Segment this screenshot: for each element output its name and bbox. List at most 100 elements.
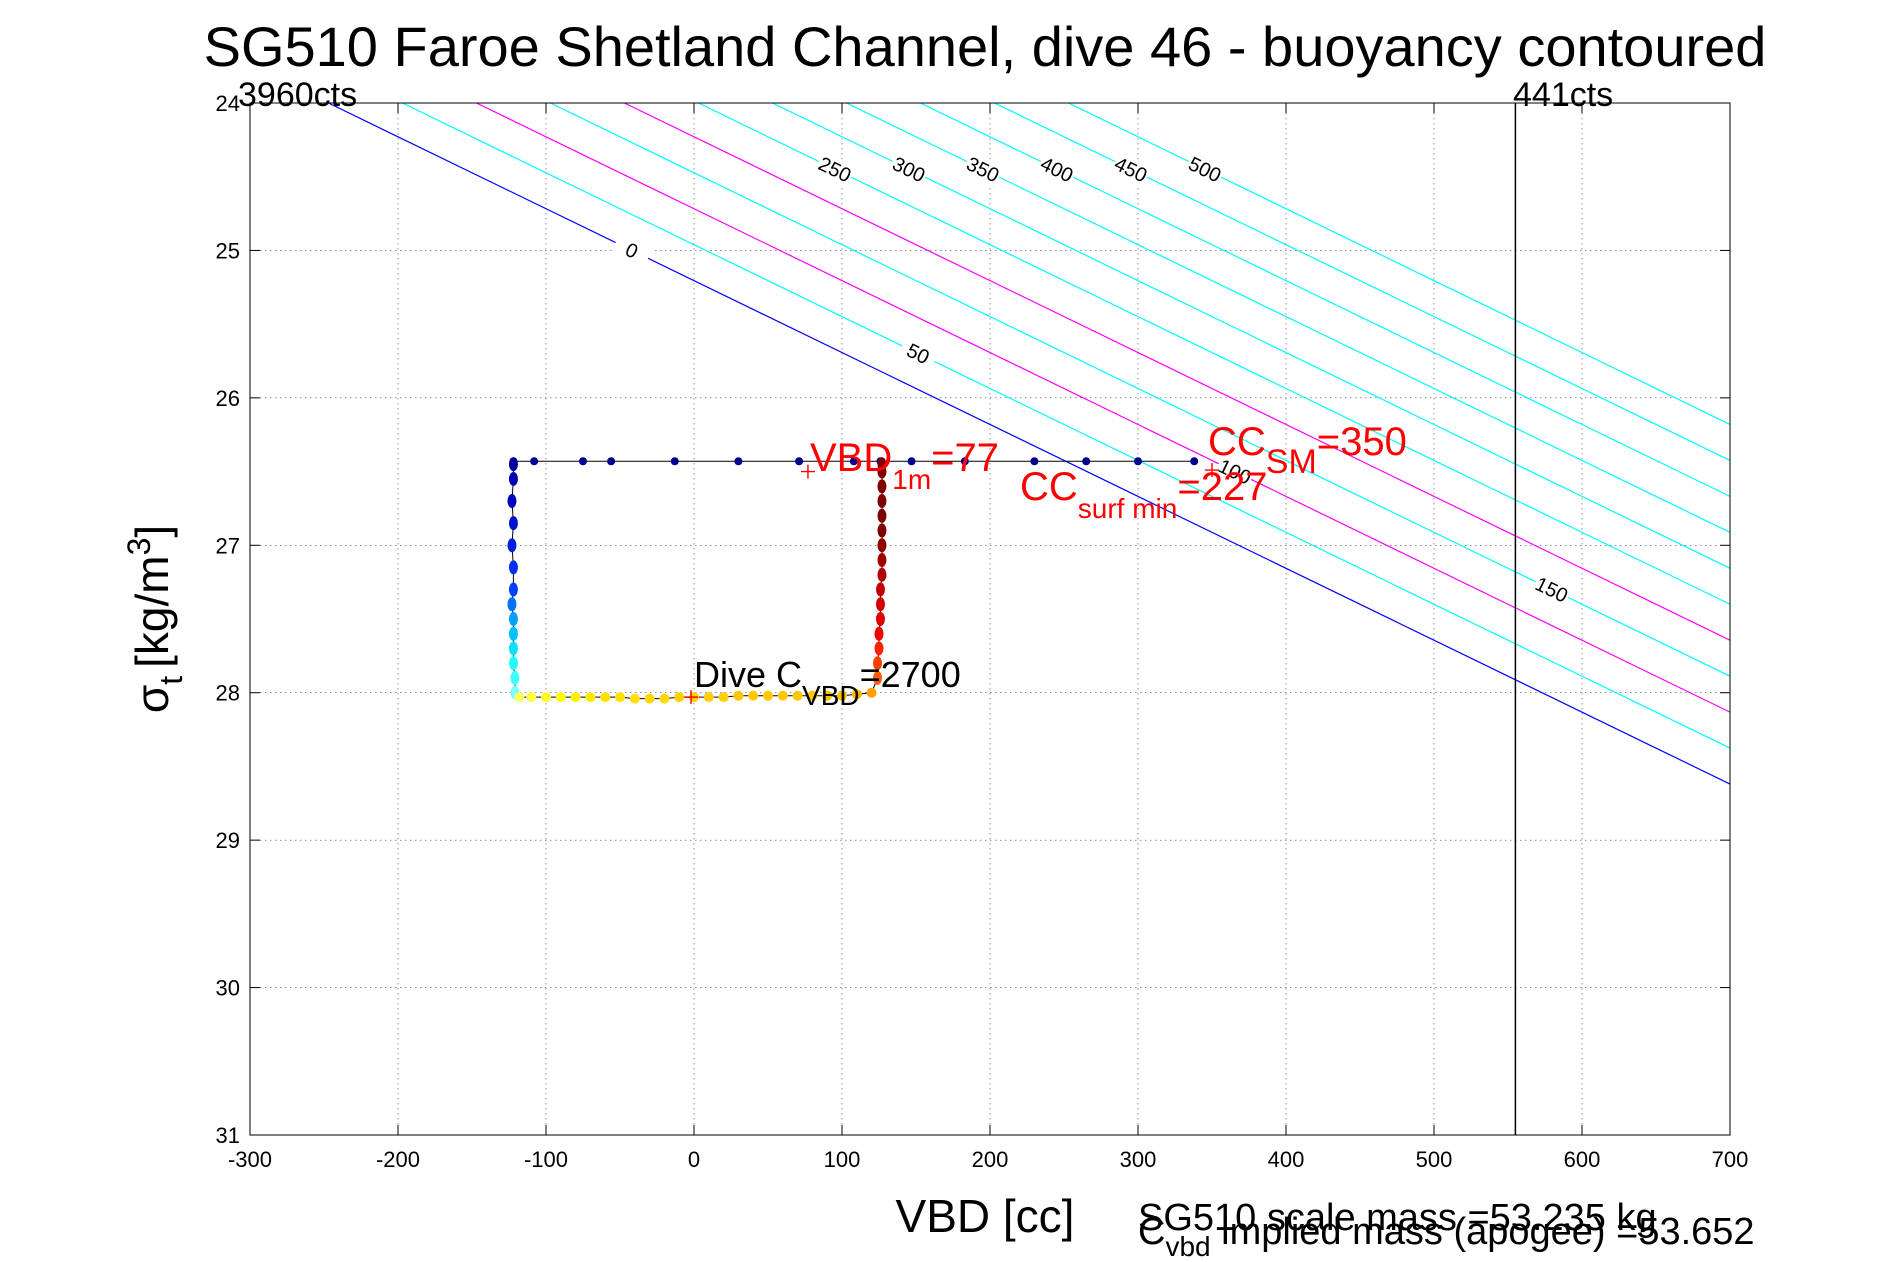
dive-c-vbd-annotation: Dive CVBD=2700	[694, 654, 961, 711]
contour-line-450	[994, 103, 1730, 462]
data-point-ascent	[875, 612, 885, 626]
data-point-ascent	[875, 597, 885, 612]
data-point-surface	[1190, 457, 1199, 466]
data-point-surface	[795, 457, 804, 466]
markers	[684, 463, 1219, 705]
dive-c-vbd-marker	[684, 690, 699, 705]
cc-surf-min-main: CC	[1020, 465, 1078, 509]
data-point-descent	[508, 582, 518, 597]
y-tick-label: 29	[216, 828, 240, 853]
data-point-ascent	[877, 494, 887, 509]
data-point-surface	[1030, 457, 1039, 466]
contour-label-bg	[1530, 570, 1574, 609]
vbd-1m-main: VBD	[810, 436, 892, 480]
y-axis-label-close: ]	[126, 525, 178, 538]
track-line-ascent	[877, 464, 883, 678]
scale-mass-label: SG510 scale mass =53.235 kg	[1138, 1197, 1657, 1239]
vbd-1m-marker	[800, 464, 815, 479]
data-point-descent	[508, 656, 518, 671]
data-point-surface	[1082, 457, 1091, 466]
dive-c-vbd-sub: VBD	[802, 680, 860, 711]
data-point-descent	[508, 641, 518, 656]
contour-label-bg	[610, 231, 654, 270]
grid	[250, 103, 1730, 1135]
data-point-descent	[508, 471, 518, 486]
data-point-apogee	[807, 690, 818, 701]
cc-sm-value: =350	[1317, 420, 1407, 464]
contour-label-bg	[896, 334, 940, 373]
contour-line-300	[772, 103, 1730, 569]
data-point-ascent	[874, 626, 884, 641]
axis-ticks: -300 -200 -100 0 100 200 300 400 500 600 700 24 25 26…	[216, 91, 1749, 1172]
data-point-apogee	[570, 692, 581, 703]
data-point-apogee	[866, 687, 877, 698]
y-tick-label: 28	[216, 681, 240, 706]
y-tick-label: 24	[216, 91, 240, 116]
contour-label-bg	[813, 150, 857, 189]
data-point-apogee	[792, 690, 803, 701]
y-tick-label: 26	[216, 386, 240, 411]
data-point-descent	[510, 670, 520, 685]
data-point-descent	[508, 626, 518, 641]
y-axis-label-main: σ	[126, 685, 178, 713]
implied-mass-label: Cvbd implied mass (apogee) =53.652	[1138, 1211, 1755, 1262]
x-tick-label: -200	[376, 1147, 420, 1172]
data-point-ascent	[877, 553, 887, 568]
implied-mass-value: implied mass (apogee) =53.652	[1211, 1211, 1755, 1253]
dive-track	[507, 457, 1199, 704]
contour-label-bg	[1213, 452, 1257, 491]
data-point-apogee	[600, 692, 611, 703]
data-point-apogee	[703, 692, 714, 703]
data-point-ascent	[875, 582, 885, 597]
x-tick-label: 700	[1712, 1147, 1749, 1172]
data-point-apogee	[674, 692, 685, 703]
x-tick-label: 400	[1268, 1147, 1305, 1172]
data-point-ascent	[877, 538, 887, 553]
data-point-apogee	[837, 690, 847, 701]
chart-title: SG510 Faroe Shetland Channel, dive 46 - …	[204, 15, 1767, 78]
x-tick-label: 200	[972, 1147, 1009, 1172]
data-point-surface	[960, 457, 969, 466]
data-point-apogee	[822, 690, 833, 701]
data-point-apogee	[526, 692, 537, 703]
data-point-apogee	[851, 689, 862, 700]
y-axis-label: σt [kg/m3]	[121, 525, 189, 713]
y-axis-label-sub: t	[153, 676, 189, 685]
implied-mass-main: C	[1138, 1211, 1165, 1253]
cc-sm-annotation: CCSM=350	[1208, 420, 1407, 481]
cc-surf-min-sub: surf min	[1078, 493, 1178, 524]
y-axis-label-sup: 3	[121, 538, 157, 556]
data-point-apogee	[733, 690, 744, 701]
min-cts-label: 441cts	[1513, 76, 1613, 114]
dive-c-vbd-main: Dive C	[694, 654, 802, 695]
cc-sm-marker	[1205, 463, 1219, 478]
data-point-descent	[508, 457, 518, 472]
implied-mass-sub: vbd	[1165, 1231, 1210, 1262]
y-tick-label: 27	[216, 533, 240, 558]
y-tick-label: 30	[216, 976, 240, 1001]
data-point-ascent	[877, 479, 887, 494]
data-point-surface	[607, 457, 616, 466]
x-axis-label: VBD [cc]	[896, 1190, 1075, 1242]
data-point-ascent	[877, 457, 887, 472]
data-point-apogee	[615, 692, 625, 703]
x-tick-label: 600	[1564, 1147, 1601, 1172]
data-point-apogee	[514, 692, 525, 703]
contour-line-150	[550, 103, 1730, 677]
data-point-apogee	[718, 692, 729, 703]
contour-label-bg	[961, 150, 1005, 189]
y-tick-label: 25	[216, 238, 240, 263]
contour-label-bg	[887, 150, 931, 189]
cc-surf-min-annotation: CCsurf min=227	[1020, 465, 1267, 524]
x-tick-label: -100	[524, 1147, 568, 1172]
vbd-1m-annotation: VBD1m=77	[810, 436, 999, 495]
data-point-ascent	[873, 656, 883, 671]
data-point-apogee	[748, 690, 759, 701]
contour-line-500	[1068, 103, 1730, 426]
x-tick-label: 0	[688, 1147, 700, 1172]
data-point-descent	[507, 494, 517, 509]
x-tick-label: 300	[1120, 1147, 1157, 1172]
data-point-descent	[507, 538, 517, 553]
data-point-descent	[508, 560, 518, 575]
